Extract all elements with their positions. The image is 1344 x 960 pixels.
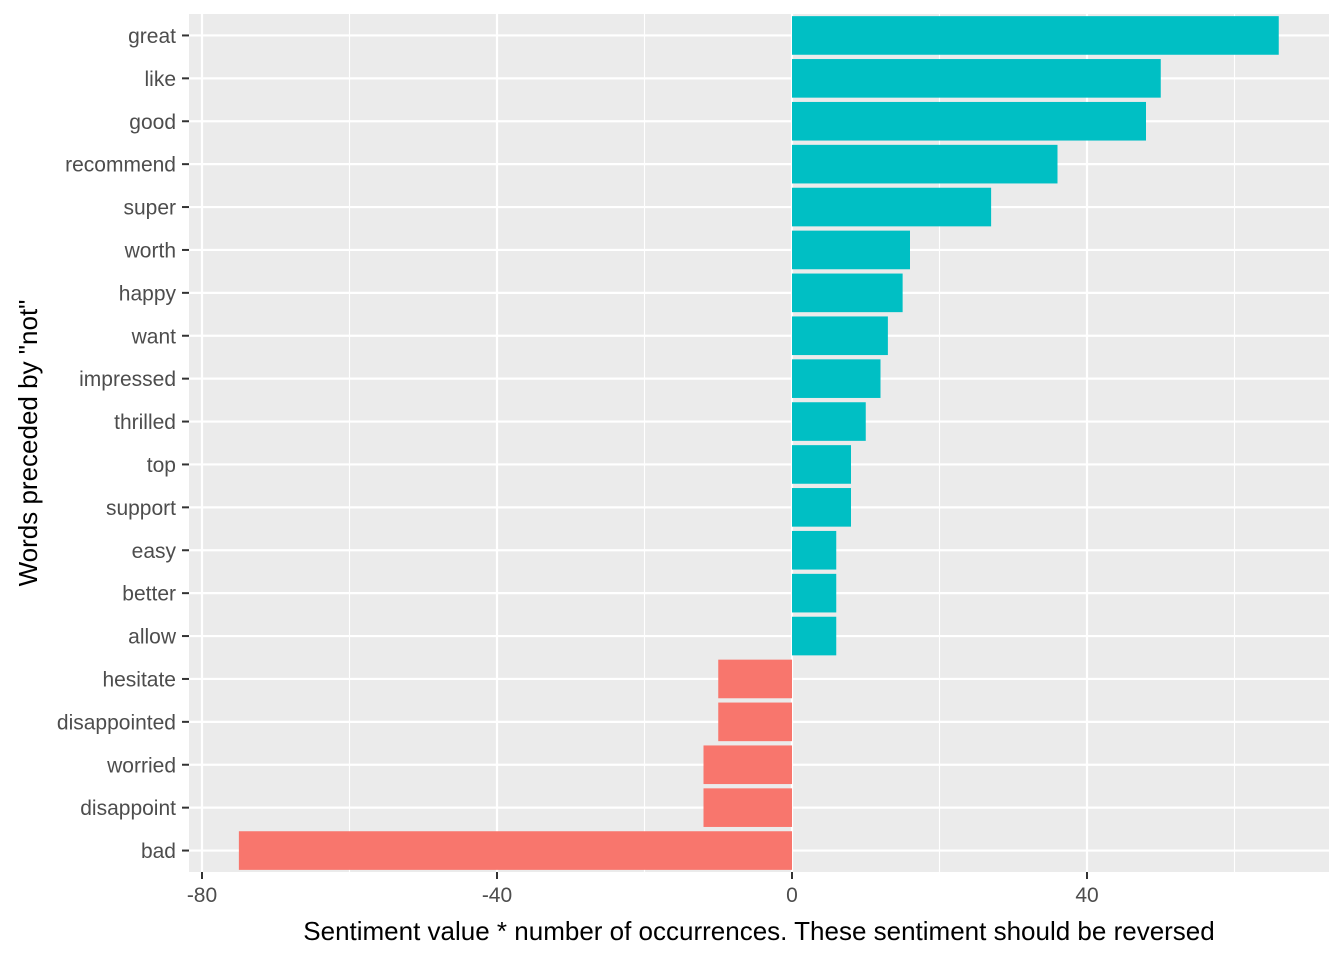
bar-worried <box>703 745 792 785</box>
bar-great <box>792 16 1279 55</box>
bar-easy <box>792 530 837 570</box>
y-tick-label: top <box>147 454 176 477</box>
bar-disappoint <box>703 788 792 827</box>
y-tick-label: recommend <box>65 154 176 177</box>
bar-like <box>792 59 1161 98</box>
y-tick-label: happy <box>119 282 177 305</box>
bar-disappointed <box>718 702 792 742</box>
y-tick-label: impressed <box>79 368 176 391</box>
y-tick-label: disappoint <box>80 797 176 820</box>
bar-top <box>792 445 851 484</box>
bars <box>238 16 1279 870</box>
y-tick-label: like <box>144 68 176 91</box>
y-tick-label: great <box>128 25 176 48</box>
bar-impressed <box>792 359 881 398</box>
bar-recommend <box>792 144 1058 184</box>
bar-bad <box>238 831 792 870</box>
y-tick-label: worried <box>106 754 176 777</box>
bar-want <box>792 316 888 356</box>
y-tick-label: disappointed <box>57 711 176 734</box>
bar-better <box>792 573 837 613</box>
y-axis-ticks: great like good recommend super worth happy wan… <box>57 25 189 863</box>
x-axis-title: Sentiment value * number of occurrences.… <box>303 916 1214 946</box>
bar-happy <box>792 273 903 313</box>
y-tick-label: support <box>106 497 176 520</box>
y-axis-title: Words preceded by "not" <box>13 300 43 587</box>
y-tick-label: bad <box>141 840 176 863</box>
bar-super <box>792 187 992 227</box>
y-tick-label: thrilled <box>114 411 176 434</box>
y-tick-label: allow <box>128 626 177 649</box>
bar-thrilled <box>792 402 866 441</box>
bar-allow <box>792 616 837 656</box>
x-tick-label: -80 <box>187 884 217 907</box>
x-tick-label: 0 <box>786 884 798 907</box>
bar-hesitate <box>718 659 792 699</box>
y-tick-label: super <box>123 197 176 220</box>
y-tick-label: hesitate <box>102 668 176 691</box>
y-tick-label: want <box>131 325 177 348</box>
x-tick-label: -40 <box>482 884 512 907</box>
x-tick-label: 40 <box>1075 884 1098 907</box>
y-tick-label: good <box>129 111 176 134</box>
bar-support <box>792 488 851 527</box>
y-tick-label: better <box>122 583 176 606</box>
plot-panel <box>189 14 1329 872</box>
y-tick-label: worth <box>124 239 176 262</box>
y-tick-label: easy <box>132 540 177 563</box>
x-axis-ticks: -80 -40 0 40 <box>187 872 1099 907</box>
bar-worth <box>792 230 910 270</box>
bar-good <box>792 101 1146 141</box>
